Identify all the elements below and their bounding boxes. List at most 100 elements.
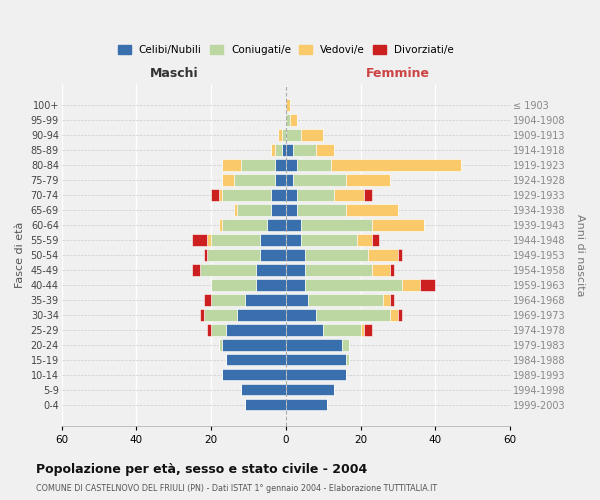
- Bar: [271, 189, 286, 201]
- Bar: [275, 144, 282, 156]
- Bar: [286, 324, 323, 336]
- Bar: [193, 234, 208, 245]
- Bar: [286, 294, 308, 306]
- Bar: [361, 324, 364, 336]
- Bar: [357, 234, 372, 245]
- Bar: [278, 129, 282, 141]
- Bar: [223, 174, 233, 186]
- Bar: [218, 339, 223, 350]
- Bar: [398, 249, 401, 260]
- Bar: [286, 264, 305, 276]
- Bar: [293, 144, 316, 156]
- Y-axis label: Fasce di età: Fasce di età: [15, 222, 25, 288]
- Bar: [421, 279, 436, 290]
- Bar: [286, 339, 342, 350]
- Bar: [223, 219, 267, 230]
- Legend: Celibi/Nubili, Coniugati/e, Vedovi/e, Divorziati/e: Celibi/Nubili, Coniugati/e, Vedovi/e, Di…: [114, 41, 458, 60]
- Bar: [260, 234, 286, 245]
- Bar: [305, 249, 368, 260]
- Bar: [286, 219, 301, 230]
- Bar: [200, 264, 256, 276]
- Bar: [286, 369, 346, 380]
- Bar: [223, 189, 271, 201]
- Bar: [208, 234, 211, 245]
- Bar: [203, 249, 208, 260]
- Bar: [391, 309, 398, 320]
- Bar: [346, 354, 349, 366]
- Bar: [297, 159, 331, 171]
- Bar: [297, 189, 334, 201]
- Bar: [233, 204, 238, 216]
- Bar: [308, 294, 383, 306]
- Bar: [193, 264, 200, 276]
- Bar: [211, 324, 226, 336]
- Bar: [271, 144, 275, 156]
- Bar: [226, 354, 286, 366]
- Bar: [208, 324, 211, 336]
- Bar: [286, 234, 301, 245]
- Bar: [211, 189, 218, 201]
- Bar: [286, 384, 334, 396]
- Bar: [211, 294, 245, 306]
- Bar: [290, 114, 297, 126]
- Bar: [286, 99, 290, 111]
- Bar: [286, 174, 293, 186]
- Bar: [286, 279, 305, 290]
- Bar: [305, 264, 372, 276]
- Bar: [245, 398, 286, 410]
- Bar: [301, 219, 372, 230]
- Bar: [238, 204, 271, 216]
- Bar: [203, 294, 211, 306]
- Bar: [223, 339, 286, 350]
- Bar: [372, 234, 379, 245]
- Bar: [286, 189, 297, 201]
- Bar: [331, 159, 461, 171]
- Bar: [233, 174, 275, 186]
- Bar: [286, 204, 297, 216]
- Text: Femmine: Femmine: [366, 66, 430, 80]
- Bar: [211, 234, 260, 245]
- Bar: [297, 204, 346, 216]
- Bar: [286, 398, 327, 410]
- Bar: [293, 174, 346, 186]
- Bar: [226, 324, 286, 336]
- Bar: [223, 369, 286, 380]
- Bar: [211, 279, 256, 290]
- Bar: [398, 309, 401, 320]
- Bar: [203, 309, 238, 320]
- Bar: [286, 114, 290, 126]
- Bar: [286, 129, 301, 141]
- Bar: [346, 174, 391, 186]
- Text: Popolazione per età, sesso e stato civile - 2004: Popolazione per età, sesso e stato civil…: [36, 462, 367, 475]
- Bar: [282, 144, 286, 156]
- Bar: [260, 249, 286, 260]
- Bar: [275, 159, 286, 171]
- Bar: [275, 174, 286, 186]
- Bar: [346, 204, 398, 216]
- Bar: [223, 159, 241, 171]
- Bar: [200, 309, 203, 320]
- Bar: [342, 339, 349, 350]
- Bar: [305, 279, 401, 290]
- Bar: [364, 324, 372, 336]
- Bar: [282, 129, 286, 141]
- Bar: [241, 384, 286, 396]
- Bar: [238, 309, 286, 320]
- Bar: [286, 309, 316, 320]
- Bar: [301, 234, 357, 245]
- Bar: [391, 294, 394, 306]
- Bar: [401, 279, 421, 290]
- Bar: [256, 264, 286, 276]
- Bar: [256, 279, 286, 290]
- Bar: [323, 324, 361, 336]
- Bar: [245, 294, 286, 306]
- Bar: [286, 159, 297, 171]
- Bar: [383, 294, 391, 306]
- Bar: [267, 219, 286, 230]
- Bar: [372, 264, 391, 276]
- Bar: [286, 354, 346, 366]
- Bar: [286, 144, 293, 156]
- Bar: [218, 189, 223, 201]
- Bar: [334, 189, 364, 201]
- Bar: [208, 249, 260, 260]
